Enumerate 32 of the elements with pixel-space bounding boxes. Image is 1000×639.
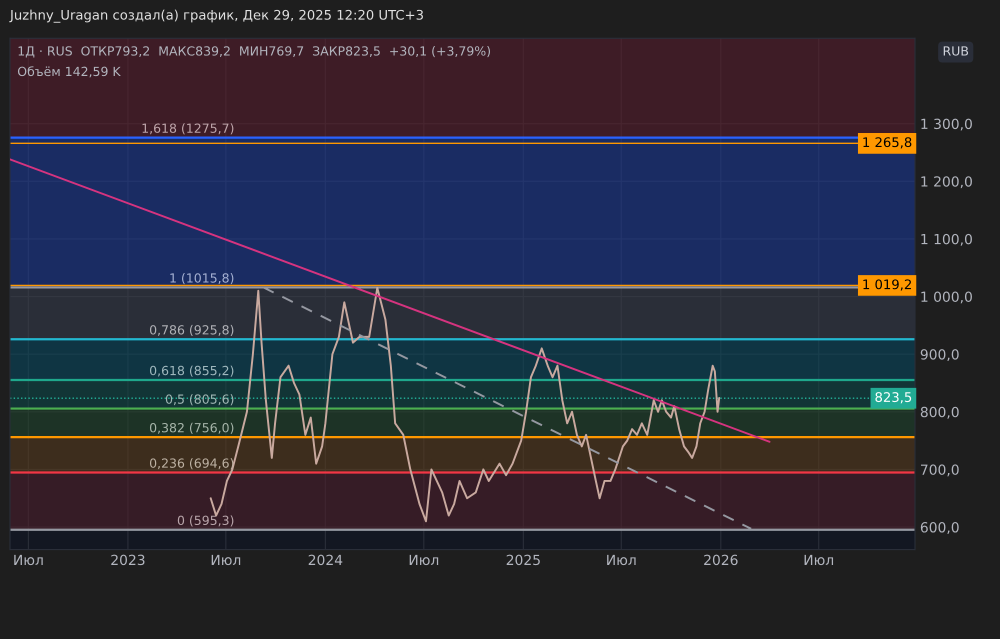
x-tick-label: Июл <box>212 554 240 566</box>
band-label: 0,236 (694,6) <box>150 458 234 470</box>
x-tick-label: Июл <box>410 554 438 566</box>
y-tick-label: 600,0 <box>920 522 959 534</box>
y-tick-label: 1 200,0 <box>921 176 972 188</box>
band-label: 0,382 (756,0) <box>150 422 234 434</box>
x-tick-label: 2024 <box>308 554 342 566</box>
x-tick-label: 2023 <box>111 554 144 566</box>
band-label: 0 (595,3) <box>178 515 234 527</box>
chart-title: Juzhny_Uragan создал(а) график, Дек 29, 2025 12:20 UTC+3 <box>9 10 423 23</box>
x-tick-label: Июл <box>607 554 636 566</box>
ref-line-label: 823,5 <box>875 392 912 404</box>
y-tick-label: 900,0 <box>920 349 959 362</box>
y-tick-label: 1 100,0 <box>921 234 972 246</box>
band-label: 1 (1015,8) <box>170 273 234 284</box>
y-tick-label: 1 000,0 <box>921 292 972 304</box>
band-label: 0,618 (855,2) <box>150 366 234 377</box>
band-label: 1,618 (1275,7) <box>142 123 234 134</box>
x-tick-label: 2026 <box>704 554 738 566</box>
band-label: 0,5 (805,6) <box>166 394 234 406</box>
ref-line-label: 1 265,8 <box>863 137 912 149</box>
y-tick-label: 800,0 <box>920 406 959 419</box>
y-tick-label: 1 300,0 <box>921 118 972 131</box>
text: RUB <box>944 46 968 56</box>
band-label: 0,786 (925,8) <box>150 324 234 336</box>
x-tick-label: Июл <box>14 554 43 566</box>
x-tick-label: 2025 <box>506 554 540 566</box>
annotation: Объём 142,59 K <box>18 66 121 78</box>
text: 1Д · RUS ОТКР793,2 МАКС839,2 МИН769,7 ЗАКР823,5 +30,1 (+3,79%) <box>18 46 490 58</box>
y-tick-label: 700,0 <box>921 464 959 476</box>
x-tick-label: Июл <box>804 554 834 566</box>
ref-line-label: 1 019,2 <box>863 279 911 291</box>
